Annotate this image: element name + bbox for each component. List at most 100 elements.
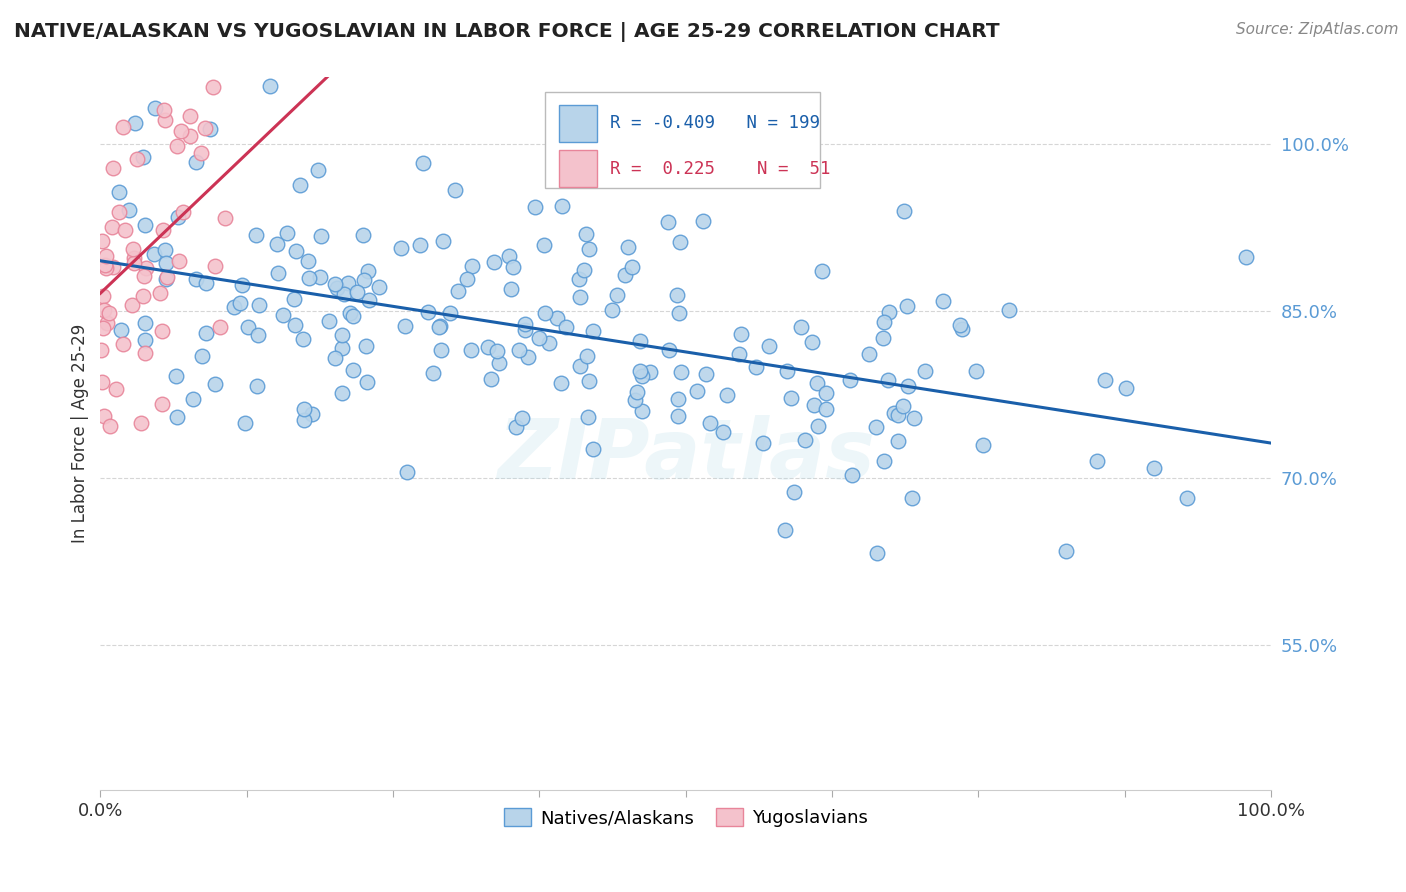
Point (416, 304, 439, 318)
Point (368, 280, 391, 294)
Point (323, 277, 346, 291)
Point (276, 227, 298, 241)
Point (132, 289, 155, 303)
Point (266, 237, 288, 252)
Point (510, 410, 533, 425)
Point (91, 375, 114, 389)
Point (233, 416, 256, 430)
Point (499, 282, 522, 296)
Text: R =  0.225    N =  51: R = 0.225 N = 51 (610, 160, 830, 178)
Point (658, 343, 681, 357)
Point (152, 103, 174, 117)
Point (101, 220, 124, 235)
Point (145, 101, 167, 115)
Point (179, 128, 201, 143)
Point (887, 408, 910, 422)
Point (903, 411, 925, 425)
Point (551, 199, 574, 213)
Point (932, 294, 955, 309)
Point (222, 300, 245, 314)
Point (124, 256, 146, 270)
Point (527, 331, 550, 345)
Point (443, 184, 465, 198)
Point (896, 299, 918, 313)
FancyBboxPatch shape (560, 150, 596, 187)
Point (841, 468, 863, 483)
Point (900, 491, 922, 505)
Point (259, 78, 281, 93)
Point (606, 288, 628, 302)
Point (695, 367, 717, 381)
Point (801, 334, 824, 349)
Point (692, 214, 714, 228)
Point (486, 344, 509, 359)
Point (686, 384, 709, 399)
Point (134, 218, 156, 232)
Point (283, 318, 305, 332)
Point (214, 211, 236, 225)
Point (352, 228, 374, 243)
Point (891, 399, 914, 413)
Point (628, 334, 651, 348)
Point (170, 124, 193, 138)
Point (132, 268, 155, 283)
Point (191, 349, 214, 363)
Point (166, 409, 188, 424)
Point (1175, 491, 1198, 505)
Point (357, 293, 380, 308)
Point (114, 223, 136, 237)
Point (194, 326, 217, 341)
Point (409, 237, 432, 252)
Point (538, 336, 561, 351)
Point (439, 306, 461, 320)
Point (574, 263, 596, 277)
Point (447, 284, 470, 298)
Point (456, 271, 478, 285)
Point (669, 235, 692, 249)
Point (773, 523, 796, 537)
Point (93, 303, 115, 318)
Point (149, 286, 172, 301)
Point (110, 323, 132, 337)
Point (267, 266, 290, 280)
Point (91, 321, 114, 335)
Point (668, 306, 690, 320)
Point (155, 256, 177, 270)
Point (247, 298, 270, 312)
Point (614, 268, 637, 282)
Point (669, 365, 692, 379)
Point (638, 365, 661, 379)
Point (357, 264, 380, 278)
Point (98, 419, 121, 434)
Point (806, 376, 828, 390)
Point (184, 154, 207, 169)
Point (775, 364, 797, 378)
Point (353, 273, 375, 287)
Point (624, 392, 647, 407)
Point (337, 277, 360, 291)
Point (897, 378, 920, 392)
Point (204, 260, 226, 274)
Point (576, 349, 599, 363)
Point (111, 120, 134, 135)
Point (101, 161, 124, 175)
Point (513, 323, 536, 337)
Point (318, 314, 340, 328)
Point (395, 465, 418, 479)
Point (972, 438, 994, 452)
Point (112, 337, 135, 351)
Point (94, 261, 117, 276)
Point (582, 324, 605, 338)
Point (429, 343, 451, 358)
Point (873, 454, 896, 468)
Point (460, 343, 482, 358)
Point (330, 385, 353, 400)
Point (887, 434, 910, 448)
Point (204, 377, 226, 392)
Point (858, 346, 880, 360)
Point (389, 241, 412, 255)
Point (582, 442, 605, 456)
Point (758, 339, 780, 353)
Point (152, 223, 174, 237)
Point (93, 259, 115, 273)
